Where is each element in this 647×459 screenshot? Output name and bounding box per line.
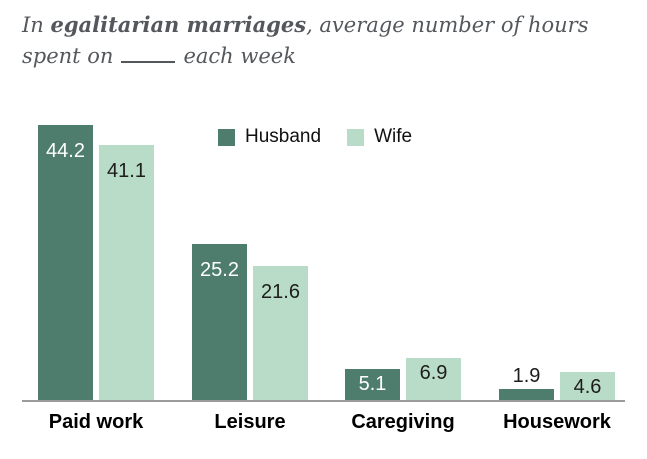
- bar-group-housework: 1.9 4.6: [499, 125, 615, 401]
- title-segment-bold: egalitarian marriages: [50, 12, 307, 37]
- title-segment: each week: [183, 44, 296, 68]
- value-label: 21.6: [261, 281, 300, 303]
- legend-label-husband: Husband: [245, 126, 322, 147]
- husband-swatch-icon: [218, 128, 235, 146]
- legend-label-wife: Wife: [374, 126, 413, 147]
- chart-title-line2: spent on each week: [22, 41, 588, 72]
- bar-wife-paid-work: 41.1: [99, 145, 154, 401]
- x-axis-line: [22, 400, 625, 402]
- category-label-paid-work: Paid work: [48, 411, 144, 433]
- bar-group-caregiving: 5.1 6.9: [345, 125, 461, 401]
- legend-item-wife: Wife: [347, 126, 412, 148]
- bar-husband-housework: 1.9: [499, 365, 554, 401]
- plot-area: 44.2 41.1 25.2 21.6 5.1 6.9 1.9 4.6: [0, 125, 647, 401]
- category-label-caregiving: Caregiving: [351, 411, 455, 433]
- category-label-housework: Housework: [503, 411, 611, 433]
- legend-item-husband: Husband: [218, 126, 321, 148]
- title-segment: In: [22, 13, 51, 37]
- wife-swatch-icon: [347, 128, 365, 146]
- bar-husband-paid-work: 44.2: [38, 125, 93, 401]
- bar-wife-leisure: 21.6: [253, 266, 308, 401]
- chart-title-line1: In egalitarian marriages, average number…: [22, 9, 588, 41]
- value-label: 25.2: [200, 259, 239, 281]
- title-segment: , average number of hours: [306, 13, 589, 37]
- bar-group-paid-work: 44.2 41.1: [38, 125, 154, 401]
- bar-husband-leisure: 25.2: [192, 244, 247, 401]
- bar-wife-caregiving: 6.9: [406, 358, 461, 401]
- legend: Husband Wife: [218, 126, 412, 148]
- value-label: 41.1: [107, 160, 146, 182]
- chart-title: In egalitarian marriages, average number…: [22, 9, 588, 72]
- value-label: 1.9: [512, 365, 541, 387]
- blank-underline: [121, 59, 176, 63]
- bar-husband-caregiving: 5.1: [345, 369, 400, 401]
- bar-group-leisure: 25.2 21.6: [192, 125, 308, 401]
- title-segment: spent on: [22, 44, 114, 68]
- value-label: 6.9: [419, 362, 448, 384]
- bar-wife-housework: 4.6: [560, 372, 615, 401]
- value-label: 4.6: [573, 376, 602, 398]
- category-label-leisure: Leisure: [214, 411, 286, 433]
- value-label: 5.1: [358, 373, 387, 395]
- value-label: 44.2: [46, 140, 85, 162]
